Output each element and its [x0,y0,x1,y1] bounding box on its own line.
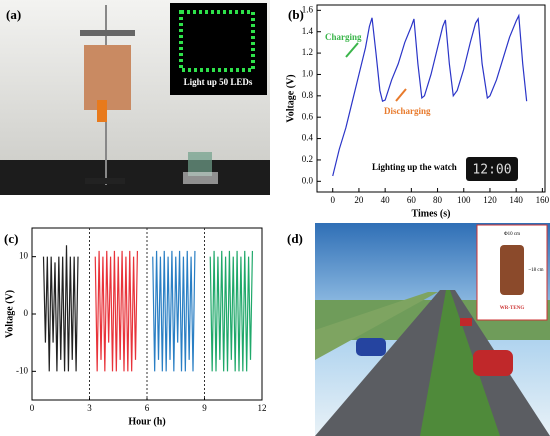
data-line [152,250,196,372]
illustration-d: Φ10 cm ~18 cm WR-TENG [315,223,550,436]
y-axis-label: Voltage (V) [4,290,15,338]
device-name: WR-TENG [500,306,525,311]
y-tick-label: 0.0 [302,175,314,185]
x-tick-label: 3 [87,403,92,413]
arrow [345,42,359,58]
data-line [42,245,79,372]
x-tick-label: 60 [407,195,417,205]
x-tick-label: 0 [330,195,335,205]
annotation: Charging [325,32,362,42]
x-tick-label: 12 [258,403,267,413]
data-line [209,250,254,372]
x-tick-label: 100 [457,195,471,205]
x-tick-label: 120 [483,195,497,205]
data-line [94,250,139,372]
watch-display: 12:00 [472,163,511,178]
annotation: Discharging [384,106,431,116]
y-tick-label: 0.6 [302,111,314,121]
annotation: Lighting up the watch [372,162,457,172]
panel-label: (c) [4,231,18,246]
x-tick-label: 40 [381,195,391,205]
panel-label: (d) [287,231,303,246]
panel-label: (a) [6,7,21,22]
y-tick-label: 0.4 [302,133,314,143]
y-tick-label: 1.4 [302,26,314,36]
dimension: Φ10 cm [504,232,520,237]
data-line [332,13,528,177]
y-axis-label: Voltage (V) [285,74,296,122]
x-tick-label: 160 [536,195,550,205]
x-tick-label: 9 [202,403,207,413]
dimension: ~18 cm [528,268,543,273]
plot-frame [316,4,546,193]
y-tick-label: 0.8 [302,90,314,100]
panel-label: (b) [288,7,304,22]
x-axis-label: Hour (h) [128,416,165,427]
y-tick-label: 10 [19,251,29,261]
y-tick-label: 0.2 [302,154,313,164]
x-axis-label: Times (s) [412,208,451,219]
arrow [395,88,407,102]
y-tick-label: 1.6 [302,4,314,14]
x-tick-label: 6 [145,403,150,413]
photo-a: Light up 50 LEDs [0,0,270,195]
x-tick-label: 80 [433,195,443,205]
x-tick-label: 20 [354,195,364,205]
x-tick-label: 140 [509,195,523,205]
y-tick-label: 0 [24,308,29,318]
caption: Light up 50 LEDs [184,77,253,87]
y-tick-label: -10 [16,365,28,375]
y-tick-label: 1.2 [302,47,313,57]
y-tick-label: 1.0 [302,69,314,79]
x-tick-label: 0 [30,403,35,413]
watch [466,157,518,181]
